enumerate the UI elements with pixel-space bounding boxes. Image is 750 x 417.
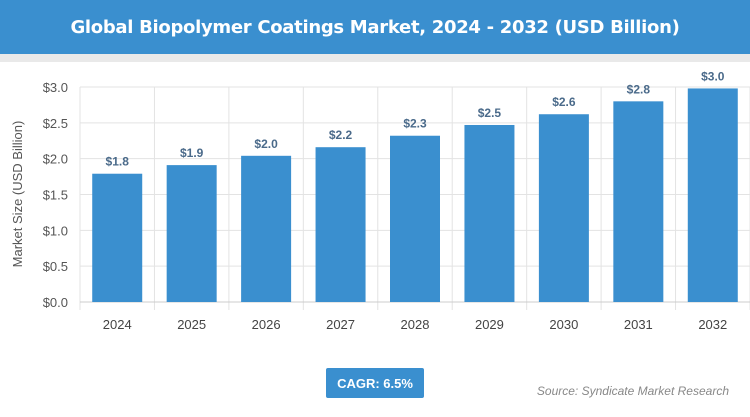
- x-tick-label: 2031: [624, 317, 653, 332]
- x-tick-label: 2026: [252, 317, 281, 332]
- data-label: $2.0: [254, 137, 278, 151]
- x-tick-label: 2025: [177, 317, 206, 332]
- data-label: $1.8: [106, 155, 130, 169]
- bar-2026: [241, 155, 292, 302]
- y-tick-label: $1.0: [43, 223, 68, 238]
- y-axis-title: Market Size (USD Billion): [10, 121, 25, 268]
- y-tick-label: $2.5: [43, 116, 68, 131]
- source-note: Source: Syndicate Market Research: [536, 384, 729, 398]
- data-label: $2.2: [329, 128, 353, 142]
- x-tick-label: 2024: [103, 317, 132, 332]
- bar-2029: [464, 124, 515, 302]
- bar-2024: [92, 173, 143, 302]
- bar-2030: [538, 114, 589, 302]
- y-tick-label: $3.0: [43, 80, 68, 95]
- y-tick-label: $1.5: [43, 188, 68, 203]
- y-tick-label: $2.0: [43, 152, 68, 167]
- header-separator: [0, 54, 750, 62]
- chart-header: Global Biopolymer Coatings Market, 2024 …: [0, 0, 750, 54]
- bar-2025: [166, 165, 217, 302]
- x-tick-label: 2030: [549, 317, 578, 332]
- cagr-badge: CAGR: 6.5%: [326, 368, 424, 398]
- x-tick-label: 2028: [401, 317, 430, 332]
- y-tick-label: $0.0: [43, 295, 68, 310]
- bar-2027: [315, 147, 366, 302]
- bar-2028: [390, 135, 440, 302]
- data-label: $2.5: [478, 106, 502, 120]
- data-label: $3.0: [701, 69, 725, 83]
- x-tick-label: 2027: [326, 317, 355, 332]
- data-label: $2.6: [552, 95, 576, 109]
- x-tick-label: 2029: [475, 317, 504, 332]
- data-label: $1.9: [180, 146, 204, 160]
- chart-title: Global Biopolymer Coatings Market, 2024 …: [70, 16, 680, 38]
- bar-2032: [687, 88, 738, 302]
- data-label: $2.3: [403, 117, 427, 131]
- x-tick-label: 2032: [698, 317, 727, 332]
- y-tick-label: $0.5: [43, 259, 68, 274]
- data-label: $2.8: [627, 82, 651, 96]
- bar-2031: [613, 101, 664, 302]
